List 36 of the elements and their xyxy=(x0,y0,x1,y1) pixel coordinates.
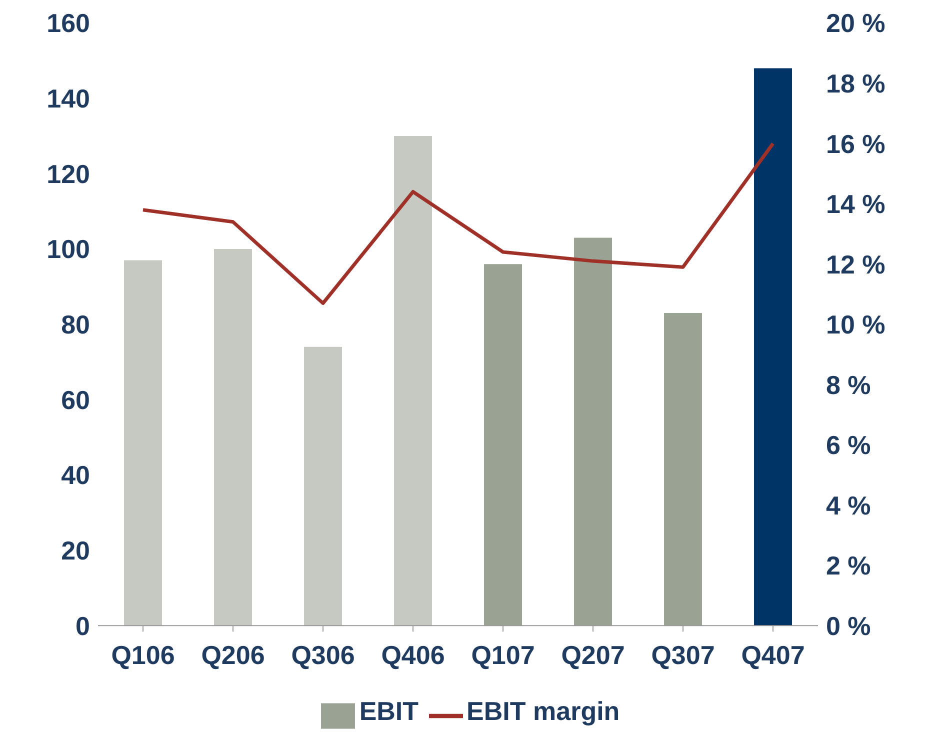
legend-label: EBIT xyxy=(359,696,419,726)
x-tick-label: Q206 xyxy=(201,640,265,670)
y2-tick-label: 20 % xyxy=(826,8,886,38)
y2-tick-label: 0 % xyxy=(826,610,871,641)
line-series xyxy=(141,142,775,305)
bar xyxy=(214,249,252,626)
y2-tick-label: 4 % xyxy=(826,490,871,520)
x-tick-label: Q406 xyxy=(381,640,445,670)
y-tick-label: 80 xyxy=(61,310,90,340)
y2-tick-label: 2 % xyxy=(826,550,871,581)
x-tick-label: Q207 xyxy=(561,640,625,670)
y-tick-label: 140 xyxy=(46,84,90,114)
bar xyxy=(304,346,342,626)
y-tick-label: 160 xyxy=(46,8,90,38)
x-tick-label: Q306 xyxy=(291,640,355,670)
x-tick-label: Q307 xyxy=(651,640,715,670)
y2-tick-label: 18 % xyxy=(826,68,886,98)
y2-tick-label: 8 % xyxy=(826,370,871,400)
y2-tick-label: 16 % xyxy=(826,128,886,159)
y-tick-label: 60 xyxy=(61,384,90,415)
y2-tick-label: 14 % xyxy=(826,189,886,220)
y-tick-label: 100 xyxy=(46,234,90,264)
y-tick-label: 20 xyxy=(61,536,90,566)
y-tick-label: 0 xyxy=(76,610,90,641)
x-tick-label: Q107 xyxy=(471,640,535,670)
y2-tick-label: 12 % xyxy=(826,249,886,280)
x-tick-label: Q407 xyxy=(741,640,805,670)
bar xyxy=(394,136,432,626)
bar xyxy=(124,260,162,626)
legend-label: EBIT margin xyxy=(466,696,620,726)
bar xyxy=(754,68,792,626)
y2-tick-label: 10 % xyxy=(826,310,886,340)
y2-tick-label: 6 % xyxy=(826,430,871,460)
x-tick-label: Q106 xyxy=(111,640,175,670)
y-tick-label: 120 xyxy=(46,158,90,189)
y-tick-label: 40 xyxy=(61,460,90,490)
